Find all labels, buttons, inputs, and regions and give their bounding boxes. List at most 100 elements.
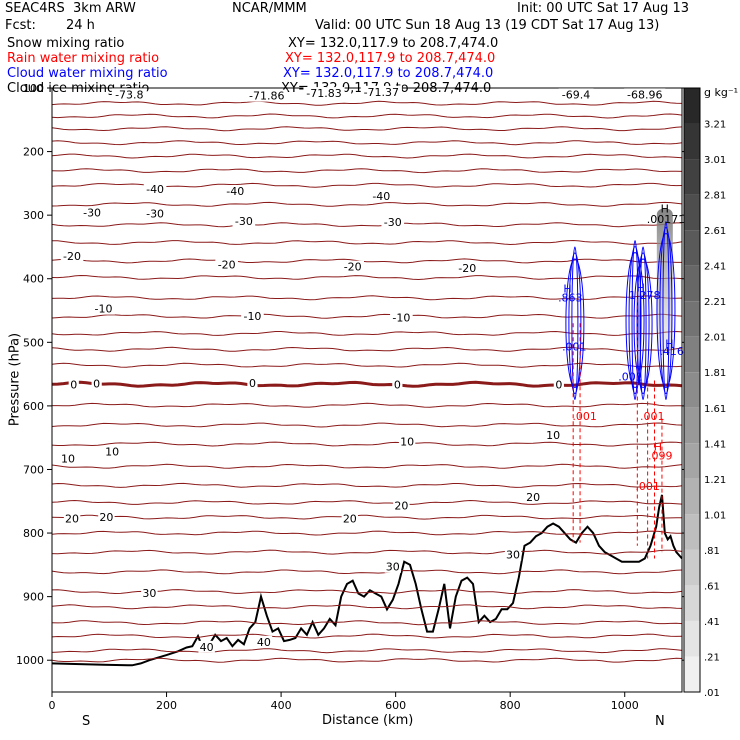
contour-label: 20 (526, 491, 540, 504)
colorbar-tick-label: 1.01 (704, 510, 726, 521)
colorbar-tick-label: 3.01 (704, 155, 726, 166)
isotherm-line (51, 362, 683, 368)
y-tick-label: 700 (23, 463, 44, 476)
init-time: Init: 00 UTC Sat 17 Aug 13 (517, 1, 690, 16)
isotherm-line (51, 463, 683, 469)
hydrometeor-label: .863 (558, 292, 583, 305)
colorbar-swatch (684, 301, 700, 337)
cloud-water-contour (565, 258, 585, 389)
contour-label-bg (558, 88, 594, 101)
colorbar-unit: g kg⁻¹ (704, 86, 739, 99)
hydrometeor-label: H (661, 203, 669, 216)
contour-label-bg (624, 88, 666, 101)
isotherm-line (52, 402, 682, 408)
isotherm-line (51, 313, 683, 319)
contour-label-bg (91, 377, 102, 390)
colorbar-tick-label: .41 (704, 617, 720, 628)
colorbar-tick-label: 3.21 (704, 120, 726, 131)
contour-label-bg (92, 302, 115, 315)
colorbar-tick-label: .21 (704, 652, 720, 663)
isotherm-line (51, 422, 683, 428)
valid-time: Valid: 00 UTC Sun 18 Aug 13 (19 CDT Sat … (315, 18, 660, 33)
contour-label-bg (553, 378, 564, 391)
colorbar-tick-label: .81 (704, 546, 720, 557)
colorbar-swatch (684, 123, 700, 160)
isotherm-line (51, 441, 683, 447)
colorbar-swatch (684, 336, 700, 373)
isotherm-line (51, 113, 683, 119)
contour-label: 0 (249, 377, 256, 390)
x-end-label-north: N (655, 714, 665, 729)
colorbar-swatch (684, 514, 700, 550)
x-end-label-south: S (82, 714, 91, 729)
isotherm-line (51, 100, 683, 106)
contour-label: -10 (95, 303, 113, 316)
isotherm-line (51, 295, 683, 301)
contour-label: 10 (400, 435, 414, 448)
contour-label-bg (223, 184, 247, 197)
contour-label: 40 (200, 641, 214, 654)
legend-rain-xy: XY= 132.0,117.9 to 208.7,474.0 (285, 51, 496, 66)
cloud-water-contour (633, 258, 653, 389)
cloud-water-contour (631, 240, 639, 401)
y-tick-label: 100 (23, 82, 44, 95)
cloud-water-contour (656, 233, 676, 389)
contour-label-bg (544, 429, 562, 442)
contour-label-bg (524, 490, 542, 503)
contour-label-bg (141, 586, 158, 599)
isotherm-line (52, 239, 683, 246)
isotherm-line (51, 514, 683, 520)
isotherm-line (51, 530, 683, 536)
colorbar-swatch (684, 194, 700, 231)
fcst-value: 24 h (66, 18, 95, 33)
contour-label: 30 (506, 549, 520, 562)
contour-label: -73.8 (115, 88, 143, 101)
hydrometeor-label: H (665, 337, 673, 350)
hydrometeor-label: .099 (648, 449, 673, 462)
legend-cloudwater-name: Cloud water mixing ratio (7, 66, 168, 81)
contour-labels: -73.8 -71.86 -71.83 -71.37 -69.4 -68.96 -40 -40… (59, 85, 666, 654)
colorbar-swatch (684, 88, 700, 124)
hydrometeor-layer: H.00171H.863H1.278H.416.001.001.001.001H… (558, 203, 685, 559)
terrain-line (51, 494, 683, 667)
contour-label-bg (392, 378, 403, 391)
contour-label: -20 (63, 250, 81, 263)
colorbar-swatch (684, 159, 700, 195)
isotherm-line (51, 330, 683, 336)
hydrometeor-label: 1.278 (629, 289, 661, 302)
hydrometeor-label: .001 (635, 480, 660, 493)
contour-label: -20 (218, 259, 236, 272)
hydrometeor-label: H (654, 440, 662, 453)
legend-snow-name: Snow mixing ratio (7, 36, 125, 51)
contour-label-bg (255, 635, 273, 648)
hydrometeor-label: H (563, 283, 571, 296)
contour-label-bg (390, 311, 413, 324)
contour-label-bg (381, 216, 405, 229)
cloud-water-contour (662, 221, 670, 401)
x-tick-label: 400 (271, 699, 292, 712)
contour-label: -30 (83, 207, 101, 220)
colorbar: 3.21 3.01 2.81 2.61 2.41 2.21 2.01 1.81 1.61 1.41… (683, 87, 726, 699)
hydrometeor-label: .00171 (647, 213, 686, 226)
legend-snow-xy: XY= 132.0,117.9 to 208.7,474.0 (288, 36, 499, 51)
contour-label: 20 (65, 512, 79, 525)
colorbar-swatch (684, 585, 700, 621)
fcst-label: Fcst: (5, 18, 36, 33)
contour-label: -10 (392, 312, 410, 325)
colorbar-swatch (684, 372, 700, 408)
contour-label-bg (504, 548, 522, 561)
hydrometeor-label: .001 (618, 370, 643, 383)
isotherm-line (51, 274, 683, 281)
model-title: SEAC4RS 3km ARW (5, 1, 136, 16)
isotherm-line (51, 168, 683, 174)
colorbar-tick-label: .61 (704, 581, 720, 592)
contour-label-bg (360, 85, 402, 98)
cloud-water-contour (625, 252, 645, 389)
org-label: NCAR/MMM (232, 1, 307, 16)
contour-label: 0 (93, 378, 100, 391)
contour-label: 10 (546, 429, 560, 442)
isotherm-line (51, 569, 683, 575)
contour-label: -40 (146, 183, 164, 196)
isotherm-line (51, 648, 683, 654)
contour-label: 30 (386, 561, 400, 574)
